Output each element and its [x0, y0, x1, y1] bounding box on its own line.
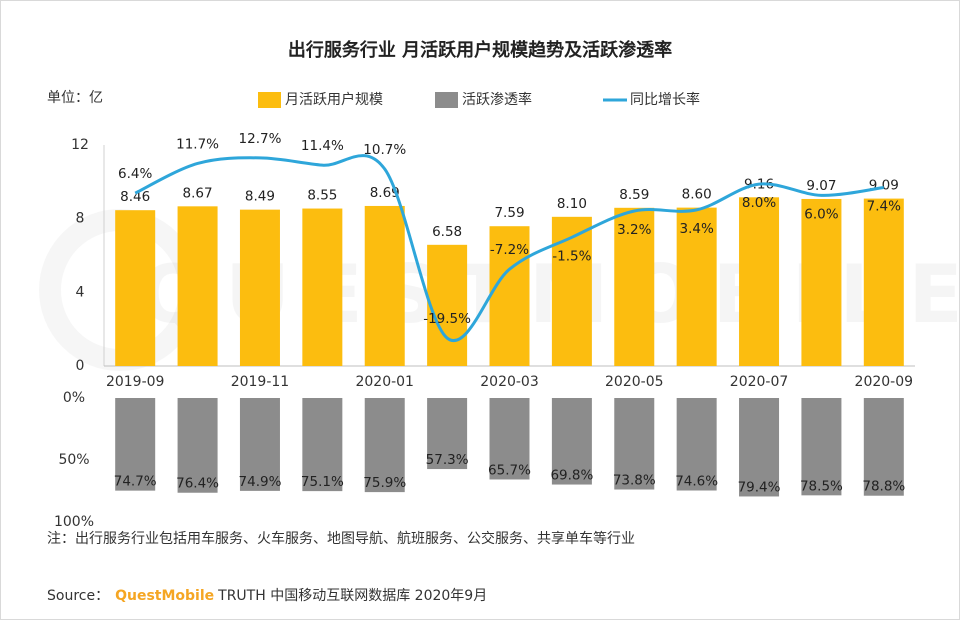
y-tick-label: 12 — [71, 137, 89, 153]
data-label: 74.7% — [114, 474, 157, 490]
bar — [863, 198, 904, 366]
data-label: 69.8% — [550, 468, 593, 484]
x-tick-label: 2020-07 — [730, 374, 789, 390]
data-label: -7.2% — [490, 242, 529, 258]
bar — [427, 244, 468, 366]
data-label: 65.7% — [488, 462, 531, 478]
x-tick-label: 2020-05 — [605, 374, 664, 390]
x-tick-label: 2020-01 — [355, 374, 414, 390]
data-label: 74.9% — [239, 474, 282, 490]
bar — [551, 216, 592, 366]
y-tick-label: 100% — [54, 514, 94, 530]
bar — [801, 198, 842, 366]
source-label: Source： — [47, 588, 109, 604]
data-label: 78.8% — [862, 479, 905, 495]
bar — [676, 398, 717, 491]
bar — [489, 226, 530, 366]
bar — [239, 209, 280, 366]
data-label: 8.59 — [619, 187, 649, 203]
data-label: 74.6% — [675, 474, 718, 490]
line — [134, 154, 885, 342]
legend-label: 月活跃用户规模 — [285, 91, 383, 108]
data-label: 73.8% — [613, 473, 656, 489]
legend-label: 活跃渗透率 — [462, 91, 532, 108]
data-label: 6.0% — [804, 206, 838, 222]
data-label: 76.4% — [176, 476, 219, 492]
bar — [739, 197, 780, 366]
bar — [801, 398, 842, 496]
y-tick-label: 50% — [58, 452, 89, 468]
data-label: 8.67 — [183, 185, 213, 201]
bar — [676, 207, 717, 366]
data-label: -1.5% — [552, 248, 591, 264]
data-label: 8.10 — [557, 196, 587, 212]
data-label: 75.1% — [301, 474, 344, 490]
x-tick-label: 2019-11 — [231, 374, 290, 390]
x-tick-label: 2019-09 — [106, 374, 165, 390]
bar — [177, 206, 218, 366]
bar — [863, 398, 904, 496]
source: Source： QuestMobile TRUTH 中国移动互联网数据库 2020年… — [47, 588, 487, 604]
data-label: 8.69 — [370, 185, 400, 201]
data-label: 9.09 — [869, 178, 899, 194]
bar — [551, 398, 592, 485]
data-label: 3.4% — [679, 221, 713, 237]
bar — [614, 207, 655, 366]
data-label: 7.59 — [494, 205, 524, 221]
y-tick-label: 0% — [63, 390, 85, 406]
bar — [115, 398, 156, 491]
y-tick-label: 4 — [76, 284, 85, 300]
source-brand: QuestMobile — [115, 588, 214, 604]
data-label: 11.7% — [176, 136, 219, 152]
bar — [364, 398, 405, 493]
bar — [364, 205, 405, 366]
bar — [489, 398, 530, 480]
data-label: 79.4% — [738, 479, 781, 495]
data-label: 7.4% — [867, 199, 901, 215]
data-label: 10.7% — [363, 142, 406, 158]
data-label: 6.4% — [118, 166, 152, 182]
bar — [427, 398, 468, 470]
data-label: 12.7% — [239, 131, 282, 147]
x-tick-label: 2020-03 — [480, 374, 539, 390]
legend-swatch — [258, 92, 281, 108]
bar — [177, 398, 218, 493]
data-label: 75.9% — [363, 475, 406, 491]
y-tick-label: 8 — [76, 211, 85, 227]
bar — [739, 398, 780, 497]
data-label: 11.4% — [301, 138, 344, 154]
data-label: 57.3% — [426, 452, 469, 468]
bar — [239, 398, 280, 491]
note: 注：出行服务行业包括用车服务、火车服务、地图导航、航班服务、公交服务、共享单车等… — [47, 530, 635, 547]
source-text: TRUTH 中国移动互联网数据库 2020年9月 — [217, 588, 487, 604]
data-label: 9.07 — [806, 178, 836, 194]
bar — [302, 398, 343, 492]
data-label: 8.46 — [120, 189, 150, 205]
bar — [302, 208, 343, 366]
chart-title: 出行服务行业 月活跃用户规模趋势及活跃渗透率 — [288, 39, 672, 61]
unit-label: 单位：亿 — [47, 90, 103, 106]
data-label: 78.5% — [800, 478, 843, 494]
bar — [115, 210, 156, 366]
data-label: 6.58 — [432, 224, 462, 240]
data-label: 3.2% — [617, 222, 651, 238]
y-tick-label: 0 — [76, 358, 85, 374]
data-label: 8.55 — [307, 188, 337, 204]
bar — [614, 398, 655, 490]
legend-label: 同比增长率 — [630, 91, 700, 108]
data-label: 8.49 — [245, 189, 275, 205]
data-label: 8.0% — [742, 195, 776, 211]
data-label: 8.60 — [682, 187, 712, 203]
legend-swatch — [435, 92, 458, 108]
x-tick-label: 2020-09 — [855, 374, 914, 390]
data-label: -19.5% — [423, 311, 471, 327]
